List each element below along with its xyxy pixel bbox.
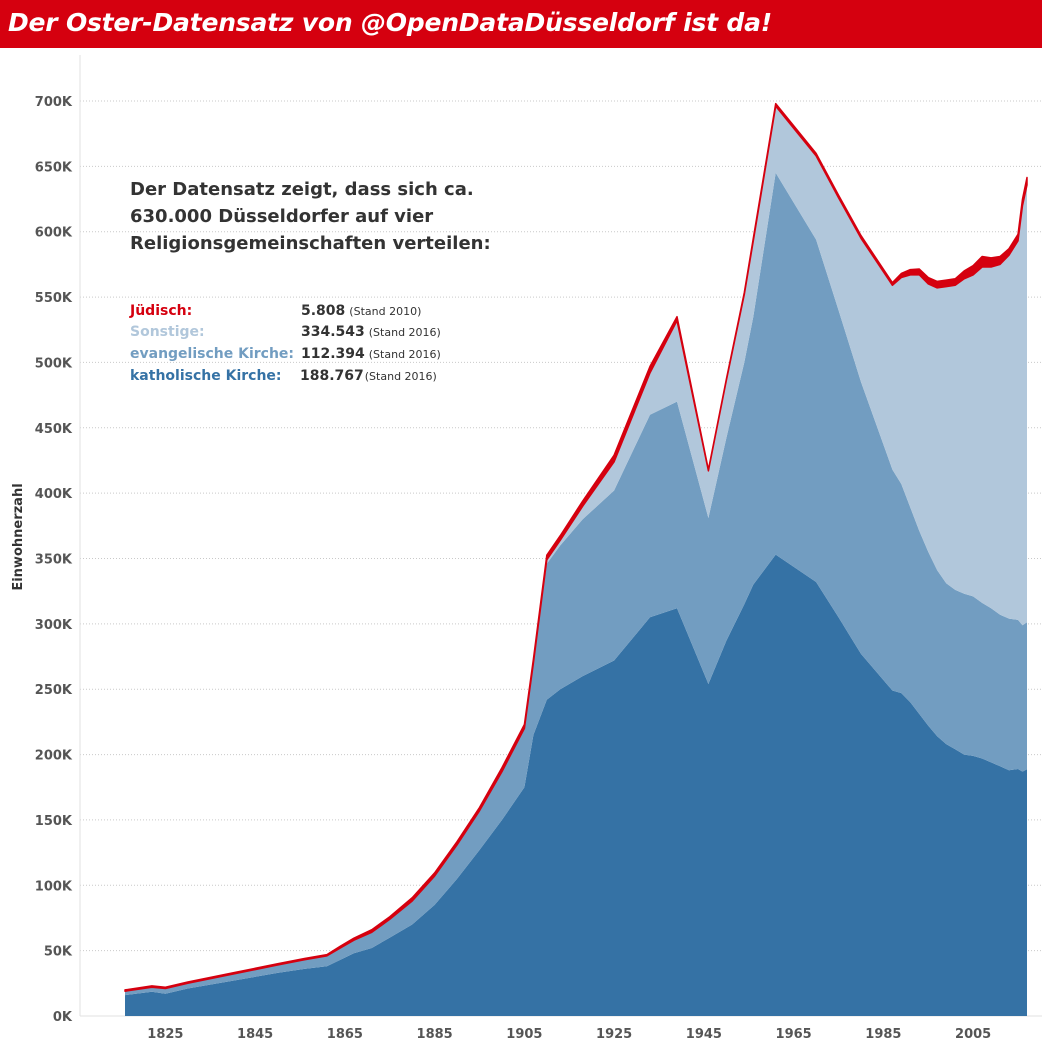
x-tick-label: 1985	[865, 1027, 901, 1042]
y-tick-label: 450K	[35, 422, 73, 437]
legend-number-sonstige: 334.543	[301, 324, 365, 340]
legend-value-evangelisch: 112.394 (Stand 2016)	[301, 346, 441, 362]
x-tick-label: 2005	[955, 1027, 991, 1042]
y-tick-label: 650K	[35, 160, 73, 175]
y-tick-label: 400K	[35, 487, 73, 502]
y-tick-label: 550K	[35, 291, 73, 306]
area-series	[124, 102, 1028, 1016]
y-tick-label: 300K	[35, 618, 73, 633]
legend-label-juedisch: Jüdisch:	[129, 303, 192, 319]
legend: Jüdisch: 5.808 (Stand 2010) Sonstige: 334…	[129, 303, 441, 384]
annotation-line-2: 630.000 Düsseldorfer auf vier	[130, 206, 433, 227]
annotation-line-1: Der Datensatz zeigt, dass sich ca.	[130, 179, 474, 200]
legend-note-sonstige: (Stand 2016)	[369, 326, 441, 339]
y-tick-label: 600K	[35, 226, 73, 241]
x-tick-label: 1885	[417, 1027, 453, 1042]
legend-label-katholisch: katholische Kirche:	[130, 368, 282, 384]
page-title: Der Oster-Datensatz von @OpenDataDüsseld…	[8, 8, 772, 37]
x-tick-label: 1965	[776, 1027, 812, 1042]
area-katholisch	[125, 554, 1027, 1016]
legend-value-sonstige: 334.543 (Stand 2016)	[301, 324, 441, 340]
legend-note-katholisch: (Stand 2016)	[365, 370, 437, 383]
y-tick-label: 150K	[35, 814, 73, 829]
x-tick-label: 1825	[147, 1027, 183, 1042]
y-tick-label: 700K	[35, 95, 73, 110]
y-axis-ticks: 0K 50K 100K 150K 200K 250K 300K 350K 400K 450K 500…	[35, 95, 73, 1025]
x-tick-label: 1945	[686, 1027, 722, 1042]
x-tick-label: 1865	[327, 1027, 363, 1042]
y-tick-label: 0K	[53, 1010, 73, 1025]
x-tick-label: 1905	[506, 1027, 542, 1042]
annotation-box: Der Datensatz zeigt, dass sich ca. 630.0…	[130, 179, 491, 254]
legend-label-sonstige: Sonstige:	[130, 324, 205, 340]
legend-note-juedisch: (Stand 2010)	[349, 305, 421, 318]
y-axis-label: Einwohnerzahl	[11, 483, 26, 590]
header-banner: Der Oster-Datensatz von @OpenDataDüsseld…	[0, 0, 1042, 48]
x-tick-label: 1925	[596, 1027, 632, 1042]
x-axis-ticks: 1825 1845 1865 1885 1905 1925 1945 1965 1985 2005	[147, 1027, 991, 1042]
y-tick-label: 500K	[35, 356, 73, 371]
legend-note-evangelisch: (Stand 2016)	[369, 348, 441, 361]
area-evangelisch	[125, 172, 1027, 996]
legend-label-evangelisch: evangelische Kirche:	[130, 346, 294, 362]
y-tick-label: 100K	[35, 879, 73, 894]
legend-number-juedisch: 5.808	[301, 303, 345, 319]
y-tick-label: 200K	[35, 749, 73, 764]
legend-number-evangelisch: 112.394	[301, 346, 365, 362]
x-tick-label: 1845	[237, 1027, 273, 1042]
annotation-line-3: Religionsgemeinschaften verteilen:	[130, 233, 491, 254]
legend-number-katholisch: 188.767	[300, 368, 364, 384]
y-tick-label: 50K	[44, 945, 73, 960]
area-juedisch	[124, 102, 1028, 992]
legend-value-juedisch: 5.808 (Stand 2010)	[301, 303, 421, 319]
y-tick-label: 350K	[35, 553, 73, 568]
y-tick-label: 250K	[35, 683, 73, 698]
legend-value-katholisch: 188.767(Stand 2016)	[300, 368, 437, 384]
